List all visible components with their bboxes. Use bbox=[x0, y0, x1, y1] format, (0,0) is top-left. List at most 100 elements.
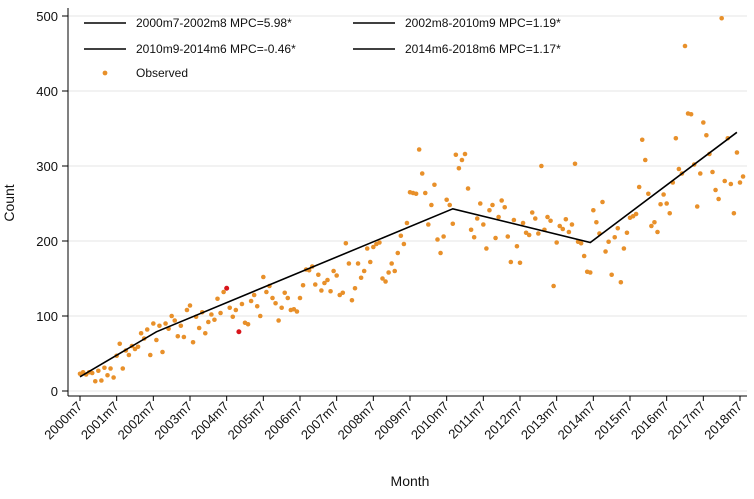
observed-point bbox=[581, 253, 587, 259]
observed-point bbox=[261, 274, 266, 280]
observed-point bbox=[618, 279, 624, 285]
outlier-point bbox=[236, 329, 242, 335]
observed-point bbox=[102, 365, 107, 371]
observed-point bbox=[502, 204, 508, 210]
y-tick-label: 200 bbox=[36, 234, 58, 249]
observed-point bbox=[89, 370, 95, 376]
observed-point bbox=[633, 211, 639, 217]
observed-point bbox=[520, 220, 526, 226]
observed-point bbox=[508, 259, 514, 265]
observed-point bbox=[429, 202, 434, 208]
legend-entry: 2010m9-2014m6 MPC=-0.46* bbox=[136, 42, 296, 56]
observed-point bbox=[529, 210, 535, 215]
observed-point bbox=[606, 239, 611, 245]
observed-point bbox=[453, 152, 459, 158]
observed-point bbox=[257, 313, 263, 319]
legend: 2000m7-2002m8 MPC=5.98* 2002m8-2010m9 MPC… bbox=[84, 16, 561, 80]
observed-point bbox=[380, 276, 385, 281]
legend-entry: Observed bbox=[136, 66, 188, 80]
observed-point bbox=[563, 216, 569, 222]
observed-point bbox=[300, 282, 306, 288]
observed-point bbox=[294, 309, 300, 314]
observed-point bbox=[572, 161, 578, 167]
observed-point bbox=[389, 261, 394, 266]
observed-point bbox=[233, 307, 239, 313]
observed-point bbox=[557, 223, 563, 229]
observed-point bbox=[655, 229, 660, 235]
observed-point bbox=[477, 201, 483, 206]
observed-point bbox=[331, 268, 336, 274]
observed-point bbox=[248, 298, 254, 304]
observed-point bbox=[401, 241, 407, 247]
observed-point bbox=[322, 280, 327, 286]
observed-point bbox=[587, 270, 593, 275]
observed-point bbox=[688, 111, 694, 117]
observed-point bbox=[264, 289, 269, 295]
observed-point bbox=[218, 310, 223, 316]
observed-point bbox=[334, 273, 339, 278]
observed-point bbox=[138, 330, 144, 336]
observed-point bbox=[609, 272, 614, 278]
observed-point bbox=[316, 272, 321, 278]
observed-point bbox=[600, 199, 605, 205]
observed-point bbox=[212, 317, 217, 323]
observed-point bbox=[419, 171, 425, 176]
observed-point bbox=[251, 292, 257, 298]
observed-point bbox=[111, 375, 116, 380]
observed-point bbox=[612, 234, 618, 240]
observed-point bbox=[273, 300, 278, 306]
observed-point bbox=[646, 191, 651, 197]
observed-point bbox=[209, 312, 214, 317]
observed-point bbox=[441, 234, 446, 239]
observed-point bbox=[642, 157, 648, 163]
observed-point bbox=[340, 290, 346, 296]
observed-point bbox=[276, 318, 281, 323]
observed-point bbox=[560, 226, 566, 232]
observed-point bbox=[444, 197, 449, 203]
observed-point bbox=[710, 169, 715, 175]
observed-point bbox=[615, 225, 621, 231]
observed-point bbox=[713, 187, 718, 193]
observed-point bbox=[474, 216, 480, 221]
observed-point bbox=[175, 333, 181, 339]
observed-point bbox=[416, 147, 422, 152]
observed-point bbox=[722, 178, 728, 184]
observed-point bbox=[514, 243, 520, 249]
observed-point bbox=[636, 184, 642, 190]
observed-point bbox=[319, 288, 324, 293]
observed-point bbox=[459, 157, 465, 163]
observed-point bbox=[245, 321, 251, 327]
legend-entry: 2000m7-2002m8 MPC=5.98* bbox=[136, 16, 292, 30]
observed-point bbox=[343, 240, 349, 246]
observed-point bbox=[536, 231, 541, 236]
observed-point bbox=[105, 372, 110, 378]
observed-point bbox=[734, 150, 740, 155]
observed-point bbox=[163, 321, 168, 326]
observed-point bbox=[346, 261, 352, 266]
observed-point bbox=[190, 339, 196, 345]
observed-point bbox=[108, 366, 113, 371]
observed-point bbox=[471, 234, 477, 240]
observed-point bbox=[554, 240, 559, 245]
observed-point bbox=[426, 222, 431, 227]
observed-point bbox=[484, 246, 489, 251]
observed-point bbox=[603, 249, 608, 254]
observed-point bbox=[737, 180, 743, 185]
observed-point bbox=[206, 319, 211, 325]
observed-point bbox=[404, 220, 410, 226]
observed-point bbox=[117, 341, 123, 347]
observed-point bbox=[358, 275, 364, 281]
observed-point bbox=[221, 289, 226, 295]
observed-point bbox=[658, 201, 663, 207]
observed-point bbox=[312, 282, 318, 287]
observed-point bbox=[96, 368, 101, 374]
observed-point bbox=[545, 214, 550, 220]
observed-point bbox=[682, 43, 688, 49]
observed-point bbox=[135, 344, 141, 350]
observed-point bbox=[673, 135, 679, 141]
observed-point bbox=[697, 171, 703, 176]
observed-point bbox=[285, 295, 291, 301]
observed-point bbox=[496, 214, 501, 220]
